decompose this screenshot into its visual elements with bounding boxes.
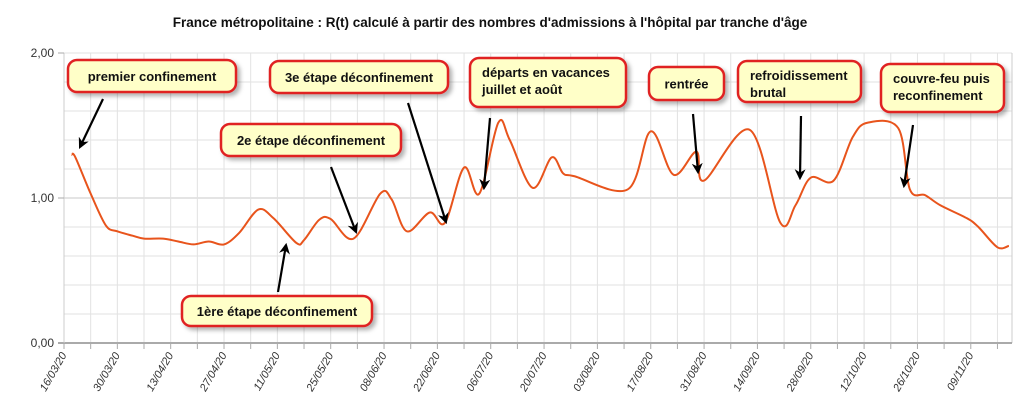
y-tick-label: 1,00 bbox=[31, 191, 55, 205]
x-tick-label: 17/08/20 bbox=[625, 350, 657, 394]
annotations: premier confinement 1ère étape déconfinem… bbox=[66, 56, 1006, 328]
arrow-icon bbox=[406, 102, 449, 225]
x-tick-label: 31/08/20 bbox=[678, 350, 710, 394]
x-tick-label: 20/07/20 bbox=[517, 350, 550, 395]
callout-box bbox=[268, 59, 450, 95]
callout-text: premier confinement bbox=[88, 69, 217, 84]
callout-text: rentrée bbox=[664, 77, 708, 92]
arrow-icon bbox=[899, 124, 915, 189]
callout-text: départs en vacances bbox=[482, 65, 610, 80]
annotation-callout: premier confinement bbox=[66, 58, 238, 149]
series-rt bbox=[70, 119, 1010, 250]
x-tick-label: 22/06/20 bbox=[411, 350, 444, 395]
x-tick-label: 26/10/20 bbox=[891, 350, 924, 395]
callout-text: couvre-feu puis bbox=[893, 71, 990, 86]
annotation-callout: 3e étape déconfinement bbox=[268, 59, 450, 225]
callout-box bbox=[647, 65, 726, 102]
x-tick-label: 08/06/20 bbox=[358, 350, 390, 394]
x-tick-label: 25/05/20 bbox=[304, 350, 337, 395]
callout-text: 2e étape déconfinement bbox=[237, 133, 386, 148]
arrow-icon bbox=[794, 115, 806, 181]
callout-box bbox=[879, 62, 1006, 114]
annotation-callout: rentrée bbox=[647, 65, 726, 175]
x-tick-label: 13/04/20 bbox=[144, 350, 176, 394]
callout-text-line2: brutal bbox=[750, 85, 786, 100]
x-tick-label: 28/09/20 bbox=[784, 350, 817, 395]
x-tick-label: 16/03/20 bbox=[38, 350, 70, 394]
x-tick-label: 27/04/20 bbox=[197, 350, 230, 395]
arrow-icon bbox=[78, 98, 104, 149]
chart-title: France métropolitaine : R(t) calculé à p… bbox=[173, 15, 808, 30]
annotation-callout: 1ère étape déconfinement bbox=[180, 242, 374, 328]
x-tick-label: 11/05/20 bbox=[252, 350, 284, 393]
callout-text: 1ère étape déconfinement bbox=[197, 304, 358, 319]
callout-text: 3e étape déconfinement bbox=[285, 70, 434, 85]
x-tick-label: 06/07/20 bbox=[465, 350, 497, 394]
arrow-icon bbox=[276, 242, 290, 293]
x-tick-label: 09/11/20 bbox=[945, 350, 977, 393]
arrow-icon bbox=[691, 113, 703, 175]
callout-text: refroidissement bbox=[750, 68, 848, 83]
callout-text-line2: reconfinement bbox=[893, 88, 983, 103]
x-tick-label: 12/10/20 bbox=[838, 350, 870, 394]
x-tick-label: 03/08/20 bbox=[571, 350, 603, 394]
annotation-callout: couvre-feu puis reconfinement bbox=[879, 62, 1006, 189]
y-tick-label: 0,00 bbox=[31, 336, 55, 350]
callout-text-line2: juillet et août bbox=[481, 82, 563, 97]
callout-box bbox=[468, 56, 628, 109]
callout-box bbox=[736, 59, 863, 104]
callout-box bbox=[66, 58, 238, 94]
annotation-callout: refroidissement brutal bbox=[736, 59, 863, 181]
x-tick-label: 30/03/20 bbox=[91, 350, 123, 394]
arrow-icon bbox=[479, 117, 492, 191]
series-line bbox=[70, 119, 1010, 250]
x-tick-label: 14/09/20 bbox=[731, 350, 763, 394]
arrow-icon bbox=[329, 166, 358, 235]
callout-box bbox=[180, 294, 374, 328]
annotation-callout: départs en vacances juillet et août bbox=[468, 56, 628, 191]
callout-box bbox=[219, 122, 403, 158]
annotation-callout: 2e étape déconfinement bbox=[219, 122, 403, 235]
y-tick-label: 2,00 bbox=[31, 46, 55, 60]
